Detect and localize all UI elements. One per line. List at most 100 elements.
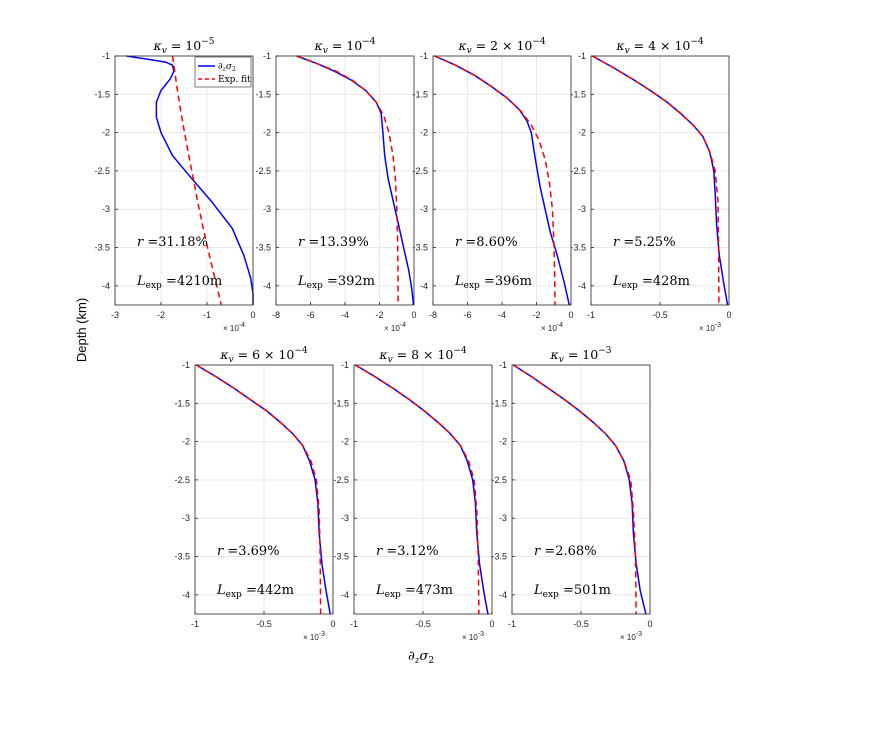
x-exponent-label: × 10-3 — [462, 631, 484, 642]
y-tick-label: -4 — [499, 590, 507, 600]
panel-4: -1 -0.5 0 -1 -1.5 -2 -2.5 -3 -3.5 -4 × 10-3 κv = 4 … — [570, 37, 731, 333]
y-tick-label: -1.5 — [94, 89, 110, 99]
y-tick-label: -2.5 — [94, 166, 110, 176]
y-tick-label: -4 — [182, 590, 190, 600]
x-tick-label: -3 — [111, 310, 119, 320]
panel-5: -1 -0.5 0 -1 -1.5 -2 -2.5 -3 -3.5 -4 × 10-3 κv = 6 … — [174, 346, 335, 642]
l-exp-annotation: Lexp =442m — [216, 583, 294, 600]
y-tick-label: -1 — [499, 360, 507, 370]
y-tick-label: -3.5 — [333, 552, 349, 562]
x-tick-label: -6 — [306, 310, 314, 320]
x-axis-label: ∂zσ2 — [408, 649, 434, 666]
panel-title: κv = 6 × 10−4 — [219, 346, 308, 365]
exp-fit-line — [355, 364, 480, 615]
y-tick-label: -3 — [263, 204, 271, 214]
panel-6: -1 -0.5 0 -1 -1.5 -2 -2.5 -3 -3.5 -4 × 10-3 κv = 8 … — [333, 346, 494, 642]
y-tick-label: -1.5 — [333, 398, 349, 408]
x-tick-label: -0.5 — [573, 619, 589, 629]
r-annotation: r =3.69% — [217, 544, 280, 559]
y-tick-label: -3 — [102, 204, 110, 214]
panel-7: -1 -0.5 0 -1 -1.5 -2 -2.5 -3 -3.5 -4 × 10-3 κv = 10… — [491, 346, 652, 642]
y-tick-label: -1 — [341, 360, 349, 370]
l-exp-annotation: Lexp =392m — [297, 274, 375, 291]
grid-lines — [511, 364, 651, 614]
data-line — [196, 364, 331, 615]
y-tick-label: -2.5 — [570, 166, 586, 176]
x-exponent-label: × 10-4 — [384, 322, 406, 333]
x-tick-label: -2 — [375, 310, 383, 320]
y-tick-label: -2 — [102, 128, 110, 138]
y-tick-label: -4 — [341, 590, 349, 600]
panel-1: -3 -2 -1 0 -1 -1.5 -2 -2.5 -3 -3.5 -4 × 10-4 κv = 10… — [94, 37, 255, 333]
x-tick-label: 0 — [647, 619, 652, 629]
y-tick-label: -1.5 — [491, 398, 507, 408]
y-tick-label: -1.5 — [570, 89, 586, 99]
y-tick-label: -2.5 — [333, 475, 349, 485]
y-tick-label: -3 — [182, 513, 190, 523]
x-tick-label: -8 — [272, 310, 280, 320]
y-tick-label: -1.5 — [412, 89, 428, 99]
x-tick-label: -8 — [429, 310, 437, 320]
exp-fit-line — [512, 364, 637, 615]
axes-box — [114, 55, 254, 306]
grid-lines — [590, 55, 730, 305]
y-tick-label: -1.5 — [174, 398, 190, 408]
y-tick-label: -1 — [578, 51, 586, 61]
y-axis-label: Depth (km) — [74, 298, 89, 362]
x-tick-label: -2 — [532, 310, 540, 320]
grid-lines — [353, 364, 493, 614]
y-tick-label: -2 — [263, 128, 271, 138]
y-tick-label: -4 — [420, 281, 428, 291]
legend-data-label: ∂zσ2 — [218, 62, 236, 73]
y-tick-label: -2 — [182, 437, 190, 447]
y-tick-label: -1.5 — [255, 89, 271, 99]
x-tick-label: 0 — [489, 619, 494, 629]
x-exponent-label: × 10-3 — [303, 631, 325, 642]
panel-2: -8 -6 -4 -2 0 -1 -1.5 -2 -2.5 -3 -3.5 -4 × 10-4 κv = … — [255, 37, 416, 333]
y-tick-label: -3.5 — [412, 243, 428, 253]
x-tick-label: 0 — [726, 310, 731, 320]
l-exp-annotation: Lexp =501m — [533, 583, 611, 600]
y-tick-label: -3.5 — [174, 552, 190, 562]
y-tick-label: -3 — [341, 513, 349, 523]
y-tick-label: -3.5 — [491, 552, 507, 562]
y-tick-label: -1 — [102, 51, 110, 61]
y-tick-label: -2.5 — [255, 166, 271, 176]
x-exponent-label: × 10-4 — [541, 322, 563, 333]
x-exponent-label: × 10-3 — [699, 322, 721, 333]
y-tick-label: -2 — [499, 437, 507, 447]
y-tick-label: -3 — [499, 513, 507, 523]
x-tick-label: -0.5 — [415, 619, 431, 629]
x-tick-label: 0 — [250, 310, 255, 320]
x-exponent-label: × 10-3 — [620, 631, 642, 642]
x-tick-label: 0 — [330, 619, 335, 629]
panel-title: κv = 10−4 — [314, 37, 376, 56]
exp-fit-line — [434, 55, 556, 306]
y-tick-label: -3.5 — [570, 243, 586, 253]
l-exp-annotation: Lexp =428m — [612, 274, 690, 291]
l-exp-annotation: Lexp =473m — [375, 583, 453, 600]
panel-title: κv = 10−5 — [153, 37, 215, 56]
y-tick-label: -2 — [420, 128, 428, 138]
y-tick-label: -1 — [420, 51, 428, 61]
r-annotation: r =5.25% — [613, 235, 676, 250]
y-tick-label: -4 — [102, 281, 110, 291]
exp-fit-line — [196, 364, 322, 615]
r-annotation: r =3.12% — [376, 544, 439, 559]
r-annotation: r =2.68% — [534, 544, 597, 559]
y-tick-label: -3.5 — [94, 243, 110, 253]
y-tick-label: -2 — [341, 437, 349, 447]
y-tick-label: -3 — [578, 204, 586, 214]
r-annotation: r =31.18% — [137, 235, 208, 250]
y-tick-label: -2.5 — [412, 166, 428, 176]
exp-fit-line — [171, 55, 223, 306]
panel-title: κv = 4 × 10−4 — [615, 37, 704, 56]
y-tick-label: -2.5 — [174, 475, 190, 485]
legend-fit-label: Exp. fit — [218, 75, 251, 85]
l-exp-annotation: Lexp =396m — [454, 274, 532, 291]
grid-lines — [194, 364, 334, 614]
y-tick-label: -1 — [182, 360, 190, 370]
y-tick-label: -2.5 — [491, 475, 507, 485]
x-tick-label: -4 — [341, 310, 349, 320]
